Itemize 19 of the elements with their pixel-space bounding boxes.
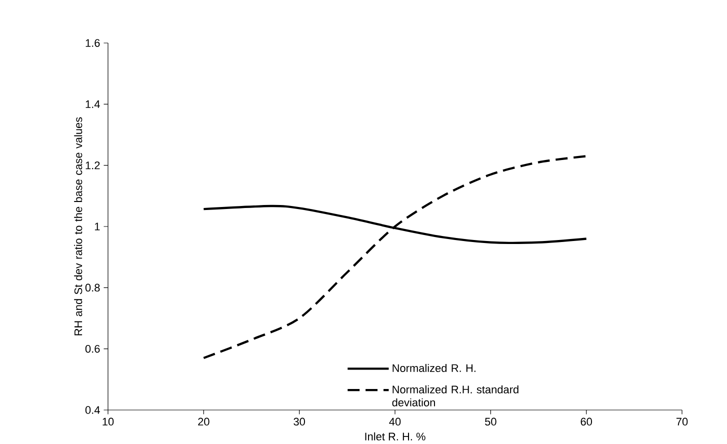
legend-label: Normalized R. H. [392, 364, 476, 372]
y-tick-label: 0.4 [85, 406, 100, 414]
x-axis-title: Inlet R. H. % [365, 432, 426, 440]
x-tick-label: 30 [294, 418, 305, 426]
y-axis-title: RH and St dev ratio to the base case values [74, 117, 82, 336]
y-tick-label: 0.8 [85, 284, 100, 292]
x-tick-label: 60 [580, 418, 592, 426]
legend-label: Normalized R.H. standard deviation [392, 385, 518, 406]
x-tick-label: 50 [485, 418, 496, 426]
y-tick-label: 1.2 [86, 162, 100, 170]
y-tick-label: 1.4 [86, 100, 100, 108]
y-tick-label: 1 [94, 222, 100, 230]
x-tick-label: 10 [102, 418, 114, 426]
y-tick-label: 0.6 [85, 344, 100, 353]
y-tick-label: 1.6 [86, 39, 100, 47]
x-tick-label: 40 [389, 418, 401, 426]
line-series [202, 155, 588, 360]
x-tick-label: 20 [198, 418, 210, 426]
x-tick-label: 70 [676, 418, 688, 426]
